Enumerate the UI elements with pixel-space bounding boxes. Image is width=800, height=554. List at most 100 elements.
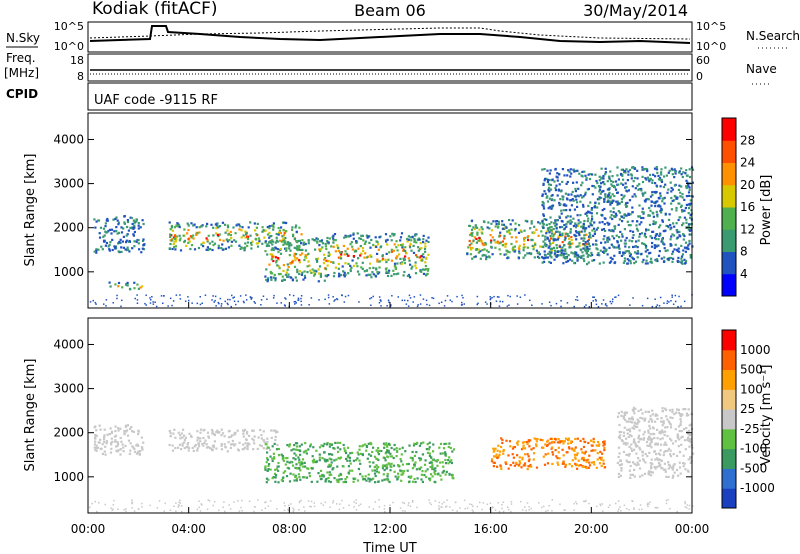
noise-cell xyxy=(389,305,392,307)
range-gate-cell xyxy=(310,271,313,274)
range-gate-cell xyxy=(304,276,307,279)
range-gate-cell xyxy=(592,185,596,188)
range-gate-cell xyxy=(521,458,524,461)
range-gate-cell xyxy=(617,475,621,479)
range-gate-cell xyxy=(691,168,695,171)
noise-cell xyxy=(551,499,553,501)
range-gate-cell xyxy=(620,182,623,185)
range-gate-cell xyxy=(244,236,247,239)
noise-cell xyxy=(355,499,357,501)
noise-cell xyxy=(211,299,213,301)
range-gate-cell xyxy=(115,445,118,448)
range-gate-cell xyxy=(298,244,301,247)
range-gate-cell xyxy=(638,215,641,218)
noise-cell xyxy=(449,506,451,508)
range-gate-cell xyxy=(360,266,363,269)
range-gate-cell xyxy=(114,425,117,428)
range-gate-cell xyxy=(267,244,271,247)
range-gate-cell xyxy=(519,229,522,232)
noise-cell xyxy=(666,300,669,302)
range-gate-cell xyxy=(654,245,657,248)
range-gate-cell xyxy=(539,438,542,441)
range-gate-cell xyxy=(318,453,321,456)
noise-cell xyxy=(298,501,301,504)
range-gate-cell xyxy=(665,415,668,418)
noise-cell xyxy=(419,303,422,305)
range-gate-cell xyxy=(330,458,333,461)
range-gate-cell xyxy=(174,233,177,237)
range-gate-cell xyxy=(608,229,611,232)
range-gate-cell xyxy=(301,465,305,468)
range-gate-cell xyxy=(561,448,564,451)
noise-cell xyxy=(609,300,611,303)
noise-cell xyxy=(411,501,414,503)
range-gate-cell xyxy=(633,412,636,415)
range-gate-cell xyxy=(647,429,650,432)
range-gate-cell xyxy=(560,251,563,254)
noise-cell xyxy=(332,500,335,502)
range-gate-cell xyxy=(498,453,501,456)
range-gate-cell xyxy=(551,451,554,454)
range-gate-cell xyxy=(270,278,273,281)
range-gate-cell xyxy=(647,438,650,441)
range-gate-cell xyxy=(355,262,358,265)
range-gate-cell xyxy=(347,272,350,275)
range-gate-cell xyxy=(632,440,635,443)
noise-cell xyxy=(402,510,404,512)
range-gate-cell xyxy=(618,236,621,239)
range-gate-cell xyxy=(611,175,614,178)
range-gate-cell xyxy=(271,243,274,246)
range-gate-cell xyxy=(627,189,630,192)
range-gate-cell xyxy=(554,219,557,222)
range-gate-cell xyxy=(428,446,431,449)
range-gate-cell xyxy=(677,247,680,250)
range-gate-cell xyxy=(669,437,672,440)
noise-cell xyxy=(502,510,505,513)
noise-cell xyxy=(584,500,586,503)
range-gate-cell xyxy=(273,442,276,445)
range-gate-cell xyxy=(556,230,559,233)
range-gate-cell xyxy=(270,239,274,242)
noise-cell xyxy=(215,305,217,307)
range-gate-cell xyxy=(635,245,638,248)
range-gate-cell xyxy=(626,258,629,261)
range-gate-cell xyxy=(119,238,122,241)
noise-cell xyxy=(588,502,590,505)
scatter-region-2 xyxy=(168,221,304,252)
range-gate-cell xyxy=(628,469,631,472)
range-gate-cell xyxy=(666,418,669,421)
noise-cell xyxy=(583,500,585,503)
noise-cell xyxy=(214,295,217,298)
range-gate-cell xyxy=(297,461,301,464)
range-gate-cell xyxy=(358,273,361,276)
range-gate-cell xyxy=(624,169,627,173)
range-gate-cell xyxy=(186,222,189,225)
range-gate-cell xyxy=(289,472,292,475)
range-gate-cell xyxy=(201,224,204,227)
range-gate-cell xyxy=(535,466,539,469)
range-gate-cell xyxy=(361,267,364,270)
freq-label-line1: Freq. xyxy=(6,51,36,65)
range-gate-cell xyxy=(242,435,245,438)
range-gate-cell xyxy=(311,467,314,470)
range-gate-cell xyxy=(377,471,381,474)
range-gate-cell xyxy=(252,429,255,432)
range-gate-cell xyxy=(216,222,219,225)
range-gate-cell xyxy=(187,446,191,449)
range-gate-cell xyxy=(518,456,521,459)
range-gate-cell xyxy=(266,280,269,283)
range-gate-cell xyxy=(659,224,662,227)
range-gate-cell xyxy=(663,230,666,233)
range-gate-cell xyxy=(596,206,599,209)
range-gate-cell xyxy=(683,439,686,442)
x-tick-label: 00:00 xyxy=(71,522,106,536)
range-gate-cell xyxy=(644,236,647,239)
range-gate-cell xyxy=(98,424,101,427)
noise-cell xyxy=(445,505,448,507)
range-gate-cell xyxy=(133,447,136,450)
range-gate-cell xyxy=(192,449,195,452)
range-gate-cell xyxy=(297,473,300,476)
range-gate-cell xyxy=(274,241,277,244)
range-gate-cell xyxy=(658,250,661,253)
range-gate-cell xyxy=(193,248,197,251)
